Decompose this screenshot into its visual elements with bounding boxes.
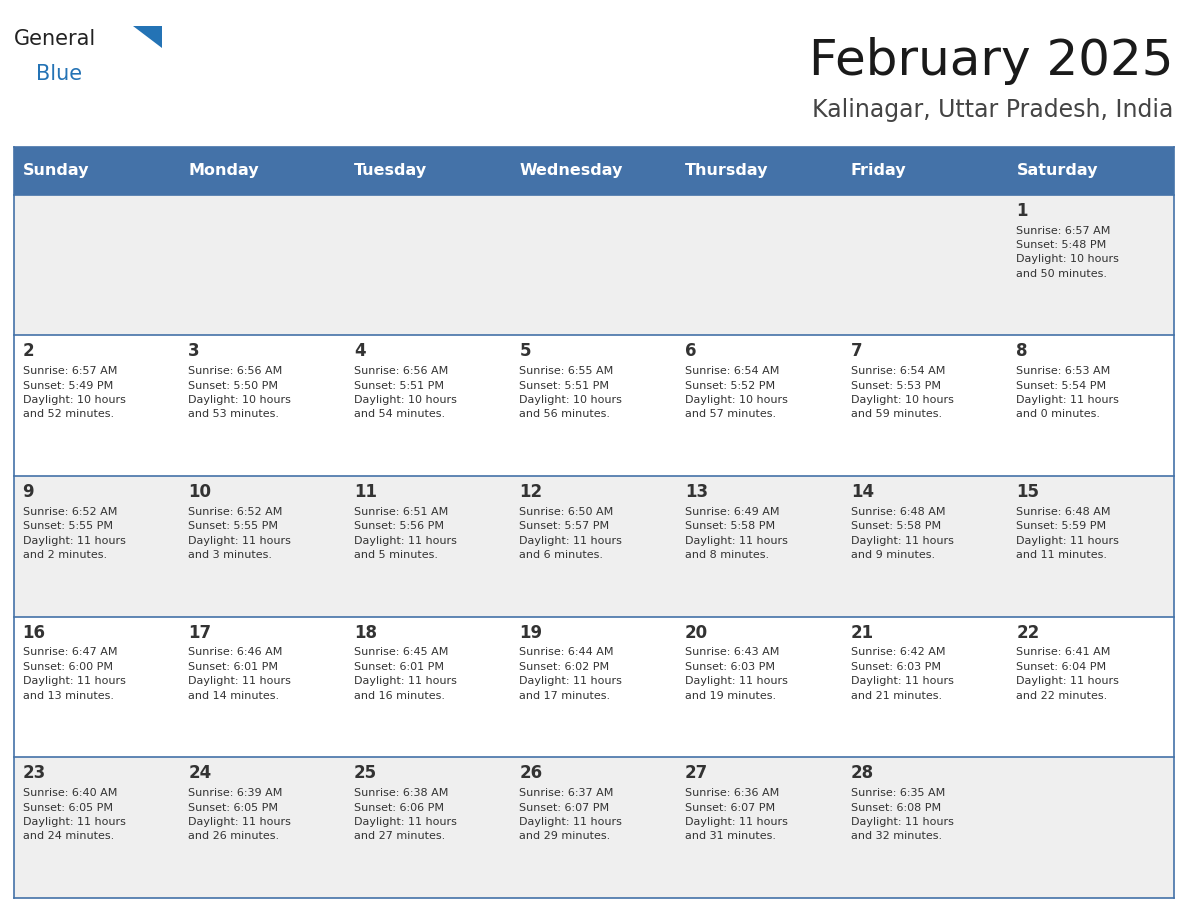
Text: Sunrise: 6:46 AM
Sunset: 6:01 PM
Daylight: 11 hours
and 14 minutes.: Sunrise: 6:46 AM Sunset: 6:01 PM Dayligh…	[188, 647, 291, 700]
Text: 25: 25	[354, 764, 377, 782]
Polygon shape	[133, 26, 162, 48]
Text: 23: 23	[23, 764, 46, 782]
Text: 19: 19	[519, 623, 543, 642]
Text: Sunrise: 6:48 AM
Sunset: 5:58 PM
Daylight: 11 hours
and 9 minutes.: Sunrise: 6:48 AM Sunset: 5:58 PM Dayligh…	[851, 507, 954, 560]
Bar	[1009, 147, 1174, 195]
Text: 17: 17	[188, 623, 211, 642]
Text: Thursday: Thursday	[685, 163, 769, 178]
Text: Sunrise: 6:47 AM
Sunset: 6:00 PM
Daylight: 11 hours
and 13 minutes.: Sunrise: 6:47 AM Sunset: 6:00 PM Dayligh…	[23, 647, 126, 700]
Text: Sunrise: 6:44 AM
Sunset: 6:02 PM
Daylight: 11 hours
and 17 minutes.: Sunrise: 6:44 AM Sunset: 6:02 PM Dayligh…	[519, 647, 623, 700]
Text: 5: 5	[519, 342, 531, 360]
Text: Sunrise: 6:54 AM
Sunset: 5:53 PM
Daylight: 10 hours
and 59 minutes.: Sunrise: 6:54 AM Sunset: 5:53 PM Dayligh…	[851, 366, 954, 420]
Text: Friday: Friday	[851, 163, 906, 178]
Bar	[14, 195, 1174, 335]
Text: Sunrise: 6:51 AM
Sunset: 5:56 PM
Daylight: 11 hours
and 5 minutes.: Sunrise: 6:51 AM Sunset: 5:56 PM Dayligh…	[354, 507, 456, 560]
Text: 4: 4	[354, 342, 366, 360]
Text: 15: 15	[1017, 483, 1040, 501]
Text: Sunday: Sunday	[23, 163, 89, 178]
Text: 10: 10	[188, 483, 211, 501]
Text: Sunrise: 6:54 AM
Sunset: 5:52 PM
Daylight: 10 hours
and 57 minutes.: Sunrise: 6:54 AM Sunset: 5:52 PM Dayligh…	[685, 366, 788, 420]
Bar	[677, 147, 842, 195]
Text: 3: 3	[188, 342, 200, 360]
Bar	[14, 617, 1174, 757]
Text: 20: 20	[685, 623, 708, 642]
Text: Wednesday: Wednesday	[519, 163, 623, 178]
Text: 22: 22	[1017, 623, 1040, 642]
Text: 14: 14	[851, 483, 874, 501]
Text: Sunrise: 6:49 AM
Sunset: 5:58 PM
Daylight: 11 hours
and 8 minutes.: Sunrise: 6:49 AM Sunset: 5:58 PM Dayligh…	[685, 507, 788, 560]
Text: Sunrise: 6:45 AM
Sunset: 6:01 PM
Daylight: 11 hours
and 16 minutes.: Sunrise: 6:45 AM Sunset: 6:01 PM Dayligh…	[354, 647, 456, 700]
Text: Sunrise: 6:40 AM
Sunset: 6:05 PM
Daylight: 11 hours
and 24 minutes.: Sunrise: 6:40 AM Sunset: 6:05 PM Dayligh…	[23, 789, 126, 841]
Text: Sunrise: 6:38 AM
Sunset: 6:06 PM
Daylight: 11 hours
and 27 minutes.: Sunrise: 6:38 AM Sunset: 6:06 PM Dayligh…	[354, 789, 456, 841]
Text: February 2025: February 2025	[809, 37, 1174, 84]
Text: 9: 9	[23, 483, 34, 501]
Text: 27: 27	[685, 764, 708, 782]
Text: Sunrise: 6:52 AM
Sunset: 5:55 PM
Daylight: 11 hours
and 3 minutes.: Sunrise: 6:52 AM Sunset: 5:55 PM Dayligh…	[188, 507, 291, 560]
Text: Sunrise: 6:56 AM
Sunset: 5:50 PM
Daylight: 10 hours
and 53 minutes.: Sunrise: 6:56 AM Sunset: 5:50 PM Dayligh…	[188, 366, 291, 420]
Text: 1: 1	[1017, 202, 1028, 219]
Text: Sunrise: 6:52 AM
Sunset: 5:55 PM
Daylight: 11 hours
and 2 minutes.: Sunrise: 6:52 AM Sunset: 5:55 PM Dayligh…	[23, 507, 126, 560]
Bar	[14, 757, 1174, 898]
Bar	[14, 147, 179, 195]
Text: Sunrise: 6:41 AM
Sunset: 6:04 PM
Daylight: 11 hours
and 22 minutes.: Sunrise: 6:41 AM Sunset: 6:04 PM Dayligh…	[1017, 647, 1119, 700]
Bar	[14, 335, 1174, 476]
Text: 12: 12	[519, 483, 543, 501]
Text: Sunrise: 6:53 AM
Sunset: 5:54 PM
Daylight: 11 hours
and 0 minutes.: Sunrise: 6:53 AM Sunset: 5:54 PM Dayligh…	[1017, 366, 1119, 420]
Bar	[346, 147, 511, 195]
Text: Tuesday: Tuesday	[354, 163, 426, 178]
Text: Sunrise: 6:43 AM
Sunset: 6:03 PM
Daylight: 11 hours
and 19 minutes.: Sunrise: 6:43 AM Sunset: 6:03 PM Dayligh…	[685, 647, 788, 700]
Text: 18: 18	[354, 623, 377, 642]
Text: Sunrise: 6:36 AM
Sunset: 6:07 PM
Daylight: 11 hours
and 31 minutes.: Sunrise: 6:36 AM Sunset: 6:07 PM Dayligh…	[685, 789, 788, 841]
Text: 11: 11	[354, 483, 377, 501]
Text: Blue: Blue	[36, 64, 82, 84]
Text: General: General	[14, 29, 96, 50]
Text: 16: 16	[23, 623, 45, 642]
Bar	[842, 147, 1009, 195]
Text: 26: 26	[519, 764, 543, 782]
Text: Sunrise: 6:55 AM
Sunset: 5:51 PM
Daylight: 10 hours
and 56 minutes.: Sunrise: 6:55 AM Sunset: 5:51 PM Dayligh…	[519, 366, 623, 420]
Text: 28: 28	[851, 764, 874, 782]
Text: 6: 6	[685, 342, 696, 360]
Bar	[511, 147, 677, 195]
Text: Sunrise: 6:48 AM
Sunset: 5:59 PM
Daylight: 11 hours
and 11 minutes.: Sunrise: 6:48 AM Sunset: 5:59 PM Dayligh…	[1017, 507, 1119, 560]
Text: Monday: Monday	[188, 163, 259, 178]
Text: Sunrise: 6:50 AM
Sunset: 5:57 PM
Daylight: 11 hours
and 6 minutes.: Sunrise: 6:50 AM Sunset: 5:57 PM Dayligh…	[519, 507, 623, 560]
Text: Kalinagar, Uttar Pradesh, India: Kalinagar, Uttar Pradesh, India	[813, 98, 1174, 122]
Text: 2: 2	[23, 342, 34, 360]
Text: Sunrise: 6:57 AM
Sunset: 5:49 PM
Daylight: 10 hours
and 52 minutes.: Sunrise: 6:57 AM Sunset: 5:49 PM Dayligh…	[23, 366, 126, 420]
Bar	[179, 147, 346, 195]
Text: Sunrise: 6:37 AM
Sunset: 6:07 PM
Daylight: 11 hours
and 29 minutes.: Sunrise: 6:37 AM Sunset: 6:07 PM Dayligh…	[519, 789, 623, 841]
Text: 8: 8	[1017, 342, 1028, 360]
Text: 7: 7	[851, 342, 862, 360]
Bar	[14, 476, 1174, 617]
Text: Sunrise: 6:42 AM
Sunset: 6:03 PM
Daylight: 11 hours
and 21 minutes.: Sunrise: 6:42 AM Sunset: 6:03 PM Dayligh…	[851, 647, 954, 700]
Text: Sunrise: 6:35 AM
Sunset: 6:08 PM
Daylight: 11 hours
and 32 minutes.: Sunrise: 6:35 AM Sunset: 6:08 PM Dayligh…	[851, 789, 954, 841]
Text: Sunrise: 6:56 AM
Sunset: 5:51 PM
Daylight: 10 hours
and 54 minutes.: Sunrise: 6:56 AM Sunset: 5:51 PM Dayligh…	[354, 366, 456, 420]
Text: 13: 13	[685, 483, 708, 501]
Text: 24: 24	[188, 764, 211, 782]
Text: 21: 21	[851, 623, 874, 642]
Text: Sunrise: 6:39 AM
Sunset: 6:05 PM
Daylight: 11 hours
and 26 minutes.: Sunrise: 6:39 AM Sunset: 6:05 PM Dayligh…	[188, 789, 291, 841]
Text: Saturday: Saturday	[1017, 163, 1098, 178]
Text: Sunrise: 6:57 AM
Sunset: 5:48 PM
Daylight: 10 hours
and 50 minutes.: Sunrise: 6:57 AM Sunset: 5:48 PM Dayligh…	[1017, 226, 1119, 279]
